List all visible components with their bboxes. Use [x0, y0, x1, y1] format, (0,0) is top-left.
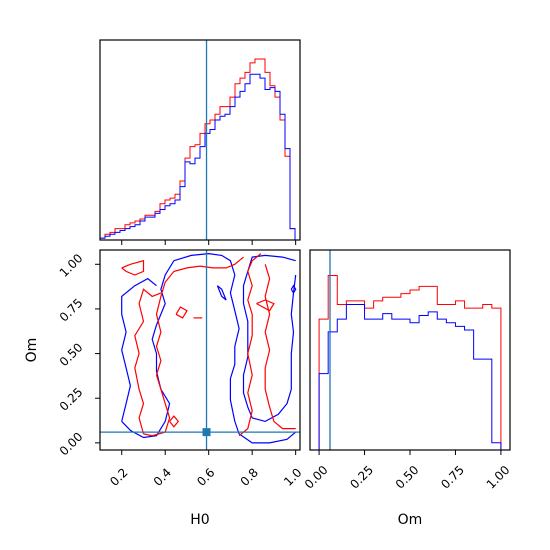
contour-x-tick-label: 0.4	[151, 465, 174, 488]
om-hist-x-tick-label: 0.75	[438, 463, 467, 492]
contour-line-red-12	[256, 299, 275, 312]
contour-y-tick-label: 0.25	[57, 385, 86, 414]
contour-line-red-5	[143, 256, 244, 437]
contour-frame	[99, 249, 301, 451]
contour-x-tick-label: 0.8	[238, 465, 261, 488]
contour-line-blue-2	[121, 277, 157, 422]
contour-line-blue-0	[121, 252, 297, 444]
contour-line-red-10	[175, 306, 188, 319]
contour-y-tick-label: 0.50	[57, 340, 86, 369]
om-histogram-panel: 0.00 0.25 0.50 0.75 1.00	[302, 249, 513, 492]
om-hist-x-tick-label: 1.00	[484, 463, 513, 492]
x-axis-label-om: Om	[398, 512, 423, 528]
contour-x-tick-label: 0.2	[107, 465, 130, 488]
contour-line-red-8	[264, 264, 296, 430]
contour-line-red-11	[169, 415, 180, 428]
h0-histogram-red-series	[99, 58, 300, 241]
contour-line-blue-3	[216, 285, 227, 301]
truth-marker	[202, 428, 211, 437]
h0-histogram-blue-series	[99, 73, 300, 241]
contour-line-red-7	[238, 253, 262, 437]
contour-x-tick-label: 0.6	[194, 465, 217, 488]
om-histogram-red-series	[318, 274, 502, 450]
contour-y-tick-label: 1.00	[57, 251, 86, 280]
h0-histogram-panel	[99, 39, 301, 245]
contour-y-tick-label: 0.75	[57, 296, 86, 325]
contour-line-blue-4	[290, 284, 297, 295]
om-histogram-blue-series	[318, 304, 502, 450]
om-hist-x-tick-label: 0.25	[347, 463, 376, 492]
h0-om-contour-panel: 0.2 0.4 0.6 0.8 1.0 0.00 0.25 0.50 0.75 1.00	[57, 249, 305, 489]
contour-line-red-6	[134, 288, 162, 435]
om-histogram-frame	[309, 249, 511, 451]
contour-x-tick-label: 1.0	[281, 465, 304, 488]
om-hist-x-tick-label: 0.50	[393, 463, 422, 492]
x-axis-label-h0: H0	[190, 512, 209, 528]
y-axis-label-om: Om	[24, 338, 40, 363]
contour-line-red-9	[121, 259, 145, 276]
h0-histogram-frame	[99, 39, 301, 241]
contour-y-tick-label: 0.00	[57, 430, 86, 459]
om-hist-x-tick-label: 0.00	[302, 463, 331, 492]
